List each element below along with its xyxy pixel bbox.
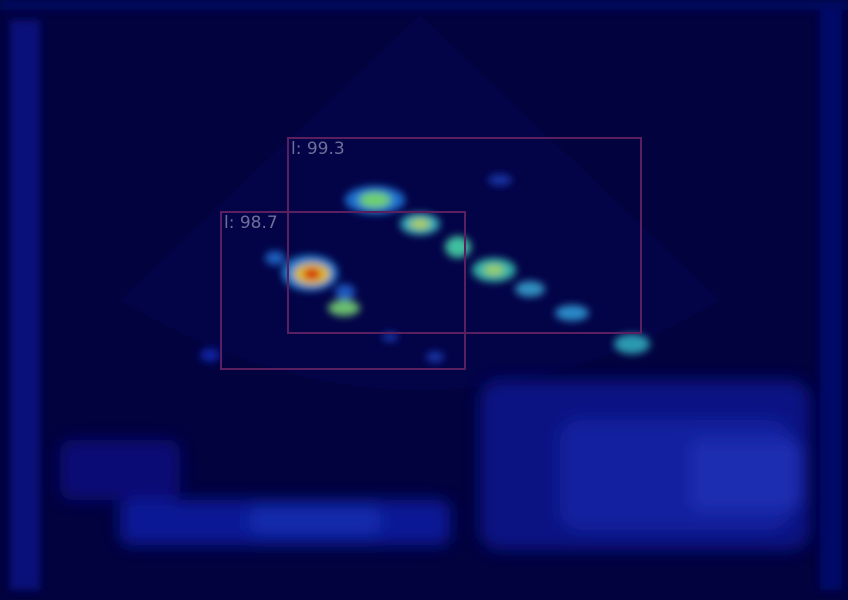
detection-label: l: 99.3: [291, 139, 345, 159]
lower-tissue-heat: [60, 380, 810, 550]
detection-label: l: 98.7: [224, 213, 278, 233]
detection-box-2: l: 98.7: [220, 211, 466, 370]
ultrasound-sector: [120, 15, 720, 390]
hotspot-chain: [200, 174, 650, 363]
